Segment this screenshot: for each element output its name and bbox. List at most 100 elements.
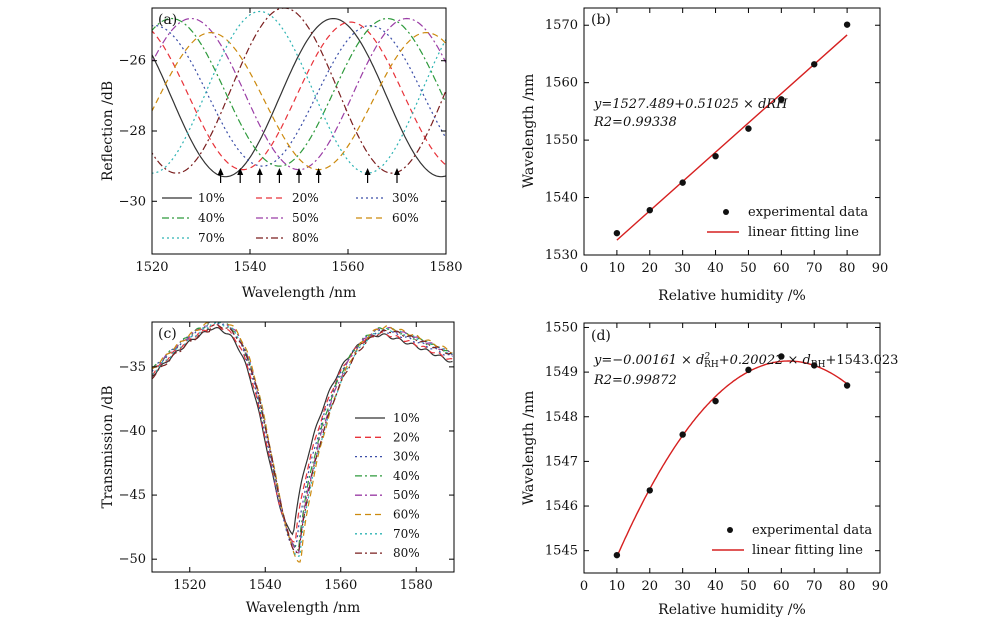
panel-d-legend-marker bbox=[727, 527, 733, 533]
legend-label: 20% bbox=[393, 430, 420, 444]
transmission-curve-10pct bbox=[152, 326, 453, 536]
transmission-curve-30pct bbox=[152, 322, 453, 547]
xtick-label: 50 bbox=[740, 261, 757, 276]
panel-b-legend-marker bbox=[723, 209, 729, 215]
panel-b-legend-data: experimental data bbox=[748, 205, 868, 220]
legend-label: 60% bbox=[393, 508, 420, 522]
data-point bbox=[679, 431, 686, 438]
transmission-curve-70pct bbox=[152, 322, 453, 557]
panel-c-ylabel: Transmission /dB bbox=[100, 385, 116, 508]
reflection-curve-60pct bbox=[152, 31, 446, 171]
panel-d-eq-part2: +0.20022 × d bbox=[719, 353, 811, 368]
xtick-label: 1520 bbox=[173, 578, 206, 593]
xtick-label: 20 bbox=[642, 261, 659, 276]
data-point bbox=[712, 397, 719, 405]
ytick-label: 1530 bbox=[545, 248, 578, 263]
xtick-label: 50 bbox=[740, 579, 757, 594]
data-point bbox=[843, 382, 851, 389]
legend-label: 10% bbox=[198, 191, 225, 205]
xtick-label: 40 bbox=[707, 579, 724, 594]
xtick-label: 30 bbox=[674, 579, 691, 594]
ytick-label: 1560 bbox=[545, 76, 578, 91]
linear-fit-line bbox=[616, 34, 848, 241]
panel-d-data-points bbox=[613, 353, 851, 559]
panel-b-axis-ticks: 0 10 20 30 40 50 60 70 80 90 1530 1540 1550 1560 1570 bbox=[545, 8, 888, 276]
data-point bbox=[679, 179, 686, 186]
data-point bbox=[778, 353, 785, 360]
panel-d-label: (d) bbox=[591, 328, 611, 344]
xtick-label: 1560 bbox=[331, 260, 364, 275]
legend-label: 80% bbox=[393, 546, 420, 560]
dip-arrow-head bbox=[315, 168, 322, 175]
dip-arrow-head bbox=[364, 168, 371, 175]
xtick-label: 70 bbox=[806, 579, 823, 594]
xtick-label: 1540 bbox=[233, 260, 266, 275]
panel-d-eq-sub2: RH bbox=[811, 360, 826, 370]
ytick-label: −45 bbox=[119, 488, 146, 503]
legend-label: 10% bbox=[393, 411, 420, 425]
xtick-label: 80 bbox=[839, 579, 856, 594]
legend-label: 20% bbox=[292, 191, 319, 205]
panel-d-frame bbox=[583, 322, 881, 574]
ytick-label: 1570 bbox=[545, 18, 578, 33]
data-point bbox=[646, 487, 653, 494]
legend-label: 70% bbox=[393, 527, 420, 541]
panel-a-legend: 10% 20% 30% 40% 50% 60% 70% 80% bbox=[162, 191, 419, 245]
panel-b-label: (b) bbox=[591, 12, 611, 28]
panel-d-eq-part1: y=−0.00161 × d bbox=[593, 353, 704, 368]
panel-b-ylabel: Wavelength /nm bbox=[521, 74, 537, 189]
reflection-curve-50pct bbox=[152, 17, 446, 171]
ytick-label: 1547 bbox=[545, 454, 578, 469]
panel-d-ylabel: Wavelength /nm bbox=[521, 391, 537, 506]
panel-d-legend-fit: linear fitting line bbox=[752, 543, 863, 558]
panel-d-axis-ticks: 0 10 20 30 40 50 60 70 80 90 1545 1546 1547 1548 1549 1… bbox=[545, 320, 888, 594]
xtick-label: 60 bbox=[773, 579, 790, 594]
ytick-label: −26 bbox=[119, 54, 146, 69]
panel-c-xlabel: Wavelength /nm bbox=[246, 600, 361, 616]
panel-b-linear-fit: 0 10 20 30 40 50 60 70 80 9015301540155015601570 … bbox=[521, 7, 888, 304]
panel-c-frame bbox=[151, 321, 455, 573]
ytick-label: −28 bbox=[119, 124, 146, 139]
data-point bbox=[712, 153, 719, 160]
transmission-curve-60pct bbox=[152, 322, 453, 563]
panel-b-r2: R2=0.99338 bbox=[593, 115, 677, 130]
panel-d-eq-part3: +1543.023 bbox=[826, 353, 899, 368]
transmission-curve-20pct bbox=[152, 323, 453, 543]
data-point bbox=[646, 206, 653, 214]
ytick-label: 1550 bbox=[545, 320, 578, 335]
data-point bbox=[613, 551, 621, 559]
legend-label: 50% bbox=[292, 211, 319, 225]
panel-a-label: (a) bbox=[158, 12, 177, 28]
ytick-label: 1546 bbox=[545, 499, 578, 514]
reflection-curve-80pct bbox=[152, 8, 446, 174]
panel-c-axis-ticks: 1520 1540 1560 1580 −35 −40 −45 −50 bbox=[119, 322, 454, 593]
panel-b-frame bbox=[583, 7, 881, 256]
panel-a-reflection-spectra: 1520 1540 1560 1580 −26 −28 −30 10% 20% 30% 40% 50… bbox=[100, 7, 463, 301]
xtick-label: 1580 bbox=[400, 578, 433, 593]
xtick-label: 0 bbox=[580, 261, 588, 276]
xtick-label: 30 bbox=[674, 261, 691, 276]
ytick-label: −40 bbox=[119, 424, 146, 439]
panel-b-data-points bbox=[613, 21, 851, 237]
xtick-label: 20 bbox=[642, 579, 659, 594]
legend-label: 40% bbox=[198, 211, 225, 225]
panel-a-ylabel: Reflection /dB bbox=[100, 81, 116, 181]
panel-b-equation: y=1527.489+0.51025 × dRH bbox=[593, 97, 788, 112]
xtick-label: 10 bbox=[609, 261, 626, 276]
legend-label: 70% bbox=[198, 231, 225, 245]
dip-arrow-head bbox=[256, 168, 263, 175]
panel-d-fit-curve bbox=[616, 360, 848, 557]
ytick-label: 1550 bbox=[545, 133, 578, 148]
xtick-label: 1560 bbox=[324, 578, 357, 593]
xtick-label: 40 bbox=[707, 261, 724, 276]
ytick-label: −35 bbox=[119, 360, 146, 375]
xtick-label: 80 bbox=[839, 261, 856, 276]
legend-label: 80% bbox=[292, 231, 319, 245]
legend-label: 60% bbox=[392, 211, 419, 225]
panel-d-xlabel: Relative humidity /% bbox=[658, 602, 806, 618]
panel-a-axis-ticks: 1520 1540 1560 1580 −26 −28 −30 bbox=[119, 8, 463, 275]
data-point bbox=[843, 21, 851, 28]
panel-c-label: (c) bbox=[158, 326, 177, 342]
xtick-label: 60 bbox=[773, 261, 790, 276]
